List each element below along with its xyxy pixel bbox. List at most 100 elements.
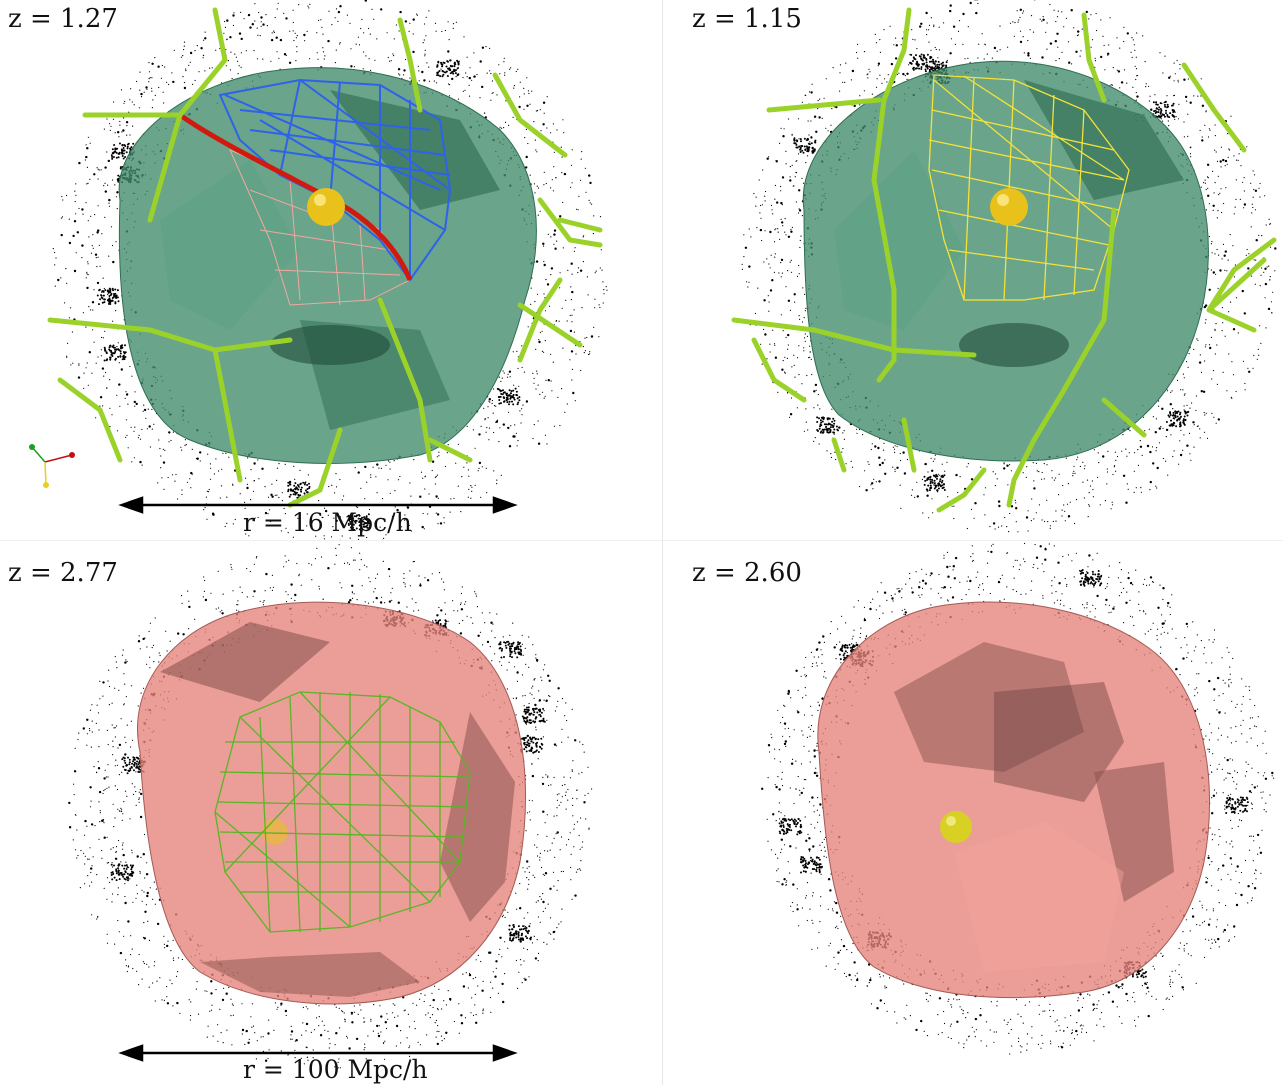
particle (435, 495, 438, 498)
particle-clump (928, 489, 931, 492)
particle (786, 357, 788, 359)
particle (468, 973, 472, 977)
particle (140, 92, 143, 96)
dense-cluster (959, 323, 1069, 367)
particle (495, 967, 497, 969)
particle-clump (114, 302, 117, 305)
particle (244, 501, 246, 503)
particle (116, 394, 118, 396)
particle (1197, 339, 1199, 341)
particle-clump (364, 518, 367, 521)
particle (85, 326, 87, 328)
particle (1199, 354, 1201, 356)
particle (774, 229, 776, 231)
particle (124, 753, 127, 756)
particle (486, 640, 490, 644)
particle-clump (1183, 415, 1186, 418)
particle (536, 151, 538, 153)
particle (118, 689, 120, 691)
particle (127, 965, 130, 967)
particle (928, 517, 930, 519)
particle-clump (110, 351, 113, 354)
particle (1199, 428, 1201, 430)
particle (424, 55, 426, 57)
particle-clump (292, 493, 295, 496)
particle (1070, 9, 1073, 12)
particle (774, 256, 776, 258)
particle (501, 664, 503, 666)
particle (1137, 464, 1139, 466)
particle-clump (513, 398, 516, 401)
particle (385, 464, 387, 466)
particle (498, 953, 500, 956)
particle-clump (367, 513, 370, 516)
particle (779, 238, 781, 240)
particle (1143, 416, 1145, 418)
particle (1073, 470, 1075, 472)
particle (481, 466, 483, 468)
particle (1112, 67, 1114, 69)
particle (1259, 182, 1261, 185)
particle (1250, 226, 1252, 228)
particle (293, 465, 295, 467)
particle (153, 881, 155, 883)
particle (485, 431, 487, 433)
particle (163, 943, 165, 945)
particle (1234, 264, 1236, 266)
particle (74, 747, 76, 749)
particle (501, 982, 504, 986)
particle (531, 774, 535, 778)
particle (1116, 69, 1118, 71)
particle-clump (923, 483, 926, 486)
particle (1205, 319, 1207, 321)
particle (308, 562, 310, 565)
particle (543, 184, 545, 186)
particle (78, 363, 80, 365)
particle (787, 235, 791, 238)
particle (1269, 246, 1272, 248)
particle (470, 497, 472, 499)
particle (318, 585, 320, 587)
particle (541, 679, 543, 681)
particle (142, 961, 145, 963)
particle (869, 71, 871, 73)
void-render-bottom-left (68, 544, 593, 1070)
particle (104, 769, 106, 771)
particle (334, 1004, 336, 1006)
particle (1132, 86, 1134, 88)
particle-clump (124, 145, 127, 147)
particle (142, 410, 144, 412)
particle-clump (1186, 414, 1189, 417)
particle (489, 401, 491, 403)
particle (1145, 83, 1147, 85)
particle (208, 488, 210, 491)
particle (576, 789, 578, 791)
particle (103, 777, 106, 780)
particle-clump (114, 348, 116, 351)
particle-clump (1156, 107, 1158, 110)
particle (467, 469, 469, 471)
particle (784, 231, 786, 233)
particle (906, 458, 909, 461)
particle (1018, 19, 1020, 21)
particle (387, 460, 390, 462)
particle (581, 307, 583, 309)
particle (277, 1006, 279, 1008)
particle (552, 190, 555, 192)
particle (466, 76, 468, 78)
particle-clump (119, 347, 122, 350)
particle (104, 166, 107, 169)
particle (421, 70, 424, 74)
particle (1205, 209, 1207, 211)
particle (386, 1013, 388, 1015)
particle (245, 533, 247, 535)
particle (573, 250, 576, 252)
particle-clump (1159, 111, 1162, 114)
particle (1055, 20, 1057, 23)
particle (1204, 182, 1206, 184)
particle (572, 760, 574, 762)
particle (389, 468, 391, 470)
particle (437, 1025, 439, 1027)
particle (477, 634, 480, 637)
particle (103, 375, 105, 377)
